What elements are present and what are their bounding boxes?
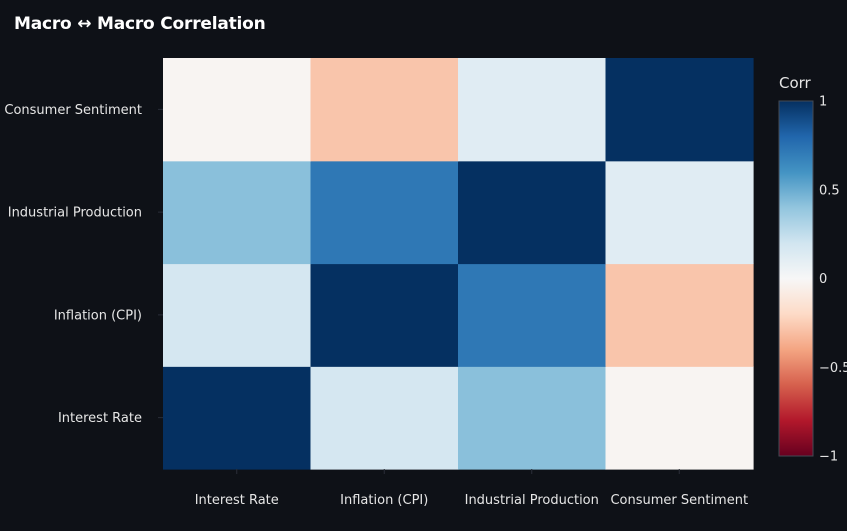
heatmap-cell-inflation-cpi-x-inflation-cpi[interactable]: [310, 263, 459, 367]
y-tick-label-interest-rate: Interest Rate: [58, 411, 142, 426]
x-axis: Interest Rate Inflation (CPI) Industrial P…: [195, 469, 748, 508]
colorbar-tick-label: −1: [819, 450, 838, 465]
heatmap-cell-interest-rate-x-interest-rate[interactable]: [163, 366, 312, 470]
colorbar-tick-label: 0.5: [819, 183, 840, 198]
y-tick-label-consumer-sentiment: Consumer Sentiment: [4, 103, 142, 118]
heatmap-cell-interest-rate-x-consumer-sentiment[interactable]: [605, 366, 754, 470]
heatmap-cell-inflation-cpi-x-consumer-sentiment[interactable]: [605, 263, 754, 367]
heatmap-cell-industrial-production-x-interest-rate[interactable]: [163, 160, 312, 265]
x-tick-label-inflation-cpi: Inflation (CPI): [340, 493, 428, 508]
heatmap-cell-interest-rate-x-inflation-cpi[interactable]: [310, 366, 459, 470]
colorbar-tick-label: 0: [819, 272, 827, 287]
heatmap-cell-consumer-sentiment-x-industrial-production[interactable]: [458, 58, 607, 162]
chart-title: Macro ↔ Macro Correlation: [14, 14, 266, 34]
heatmap-cell-consumer-sentiment-x-consumer-sentiment[interactable]: [605, 58, 754, 162]
y-tick-label-inflation-cpi: Inflation (CPI): [54, 308, 142, 323]
heatmap-cell-consumer-sentiment-x-interest-rate[interactable]: [163, 58, 312, 162]
x-tick-label-industrial-production: Industrial Production: [465, 493, 599, 508]
colorbar-title: Corr: [779, 74, 812, 92]
heatmap-cell-consumer-sentiment-x-inflation-cpi[interactable]: [310, 58, 459, 162]
heatmap-cell-industrial-production-x-industrial-production[interactable]: [458, 160, 607, 265]
x-tick-label-consumer-sentiment: Consumer Sentiment: [610, 493, 748, 508]
y-axis: Interest Rate Inflation (CPI) Industrial P…: [4, 103, 163, 426]
colorbar-gradient: [778, 100, 814, 457]
colorbar-tick-label: −0.5: [819, 361, 847, 376]
heatmap-cell-inflation-cpi-x-industrial-production[interactable]: [458, 263, 607, 367]
y-tick-label-industrial-production: Industrial Production: [8, 206, 142, 221]
x-tick-label-interest-rate: Interest Rate: [195, 493, 279, 508]
heatmap-cell-interest-rate-x-industrial-production[interactable]: [458, 366, 607, 470]
heatmap-cell-industrial-production-x-consumer-sentiment[interactable]: [605, 160, 754, 265]
heatmap-cell-industrial-production-x-inflation-cpi[interactable]: [310, 160, 459, 265]
colorbar: Corr 1 0.5 0 −0.5 −1: [778, 74, 847, 465]
colorbar-tick-label: 1: [819, 95, 827, 110]
heatmap-cells: [163, 58, 754, 470]
heatmap-cell-inflation-cpi-x-interest-rate[interactable]: [163, 263, 312, 367]
